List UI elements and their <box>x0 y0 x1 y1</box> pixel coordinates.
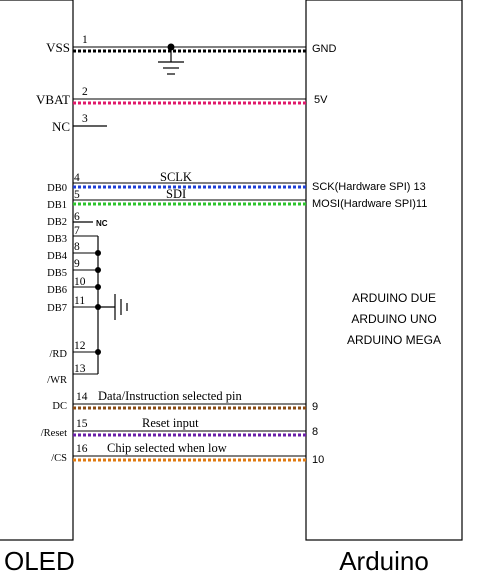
arduino-pin-mosi: MOSI(Hardware SPI)11 <box>312 198 427 210</box>
arduino-caption: Arduino <box>339 546 429 576</box>
pin-label-db7: DB7 <box>47 303 67 314</box>
pin-label-rd: /RD <box>49 349 67 360</box>
arduino-pin-5v: 5V <box>314 94 328 106</box>
pin-number: 5 <box>74 189 80 201</box>
signal-label-reset: Reset input <box>142 416 199 430</box>
wire-dc <box>73 404 306 408</box>
signal-label-cs: Chip selected when low <box>107 441 227 455</box>
pin-number: 11 <box>74 295 85 307</box>
pin-label-db2: DB2 <box>47 217 67 228</box>
pin-label-db1: DB1 <box>47 200 67 211</box>
pin-number: 6 <box>74 211 80 223</box>
pin-label-db3: DB3 <box>47 234 67 245</box>
pin-label-cs: /CS <box>51 453 67 464</box>
pin-label-vss: VSS <box>46 40 70 55</box>
pin-number: 3 <box>82 113 88 125</box>
signal-label-sclk: SCLK <box>160 170 192 184</box>
arduino-pin-8: 8 <box>312 426 318 438</box>
arduino-module-box <box>306 0 462 540</box>
oled-pin-labels: VSS VBAT NC DB0 DB1 DB2 DB3 DB4 DB5 DB6 … <box>36 40 70 464</box>
pin-number: 1 <box>82 34 88 46</box>
pin-label-db4: DB4 <box>47 251 68 262</box>
pin-label-db5: DB5 <box>47 268 67 279</box>
pin-label-wr: /WR <box>47 375 67 386</box>
pin-number: 10 <box>74 276 86 288</box>
signal-labels: SCLK SDI Data/Instruction selected pin R… <box>98 170 242 455</box>
wire-gnd <box>73 47 306 51</box>
pin-label-nc: NC <box>52 119 70 134</box>
wire-sdi <box>73 200 306 204</box>
board-name: ARDUINO DUE <box>352 291 436 305</box>
ground-symbol-top <box>158 44 184 75</box>
arduino-pin-gnd: GND <box>312 43 337 55</box>
pin-label-dc: DC <box>52 401 67 412</box>
pin-number: 15 <box>76 418 88 430</box>
board-name: ARDUINO MEGA <box>347 333 441 347</box>
wire-cs <box>73 456 306 460</box>
pin-number: 8 <box>74 241 80 253</box>
arduino-pin-10: 10 <box>312 454 324 466</box>
pin-number: 7 <box>74 225 80 237</box>
oled-caption: OLED <box>4 546 75 576</box>
db2-nc-label: NC <box>96 219 108 228</box>
ground-symbol-side <box>98 294 127 320</box>
signal-label-sdi: SDI <box>166 187 186 201</box>
pin-number: 16 <box>76 443 88 455</box>
pin-label-vbat: VBAT <box>36 92 70 107</box>
pin-number: 9 <box>74 258 80 270</box>
wire-reset <box>73 431 306 435</box>
arduino-pin-9: 9 <box>312 401 318 413</box>
pin-number: 12 <box>74 340 86 352</box>
pin-number: 2 <box>82 86 88 98</box>
arduino-pin-labels: GND 5V SCK(Hardware SPI) 13 MOSI(Hardwar… <box>312 43 427 466</box>
oled-pin-numbers: 1 2 3 4 5 6 7 8 9 10 11 12 13 14 15 16 <box>74 34 88 455</box>
pin-number: 14 <box>76 391 88 403</box>
pin-number: 13 <box>74 363 86 375</box>
arduino-pin-sck: SCK(Hardware SPI) 13 <box>312 181 426 193</box>
wire-vbat <box>73 99 306 103</box>
pin-label-db6: DB6 <box>47 285 67 296</box>
arduino-board-names: ARDUINO DUE ARDUINO UNO ARDUINO MEGA <box>347 291 441 347</box>
pin-number: 4 <box>74 172 80 184</box>
pin-label-reset: /Reset <box>41 428 67 439</box>
board-name: ARDUINO UNO <box>351 312 436 326</box>
pin-label-db0: DB0 <box>47 183 67 194</box>
signal-label-dc: Data/Instruction selected pin <box>98 389 242 403</box>
